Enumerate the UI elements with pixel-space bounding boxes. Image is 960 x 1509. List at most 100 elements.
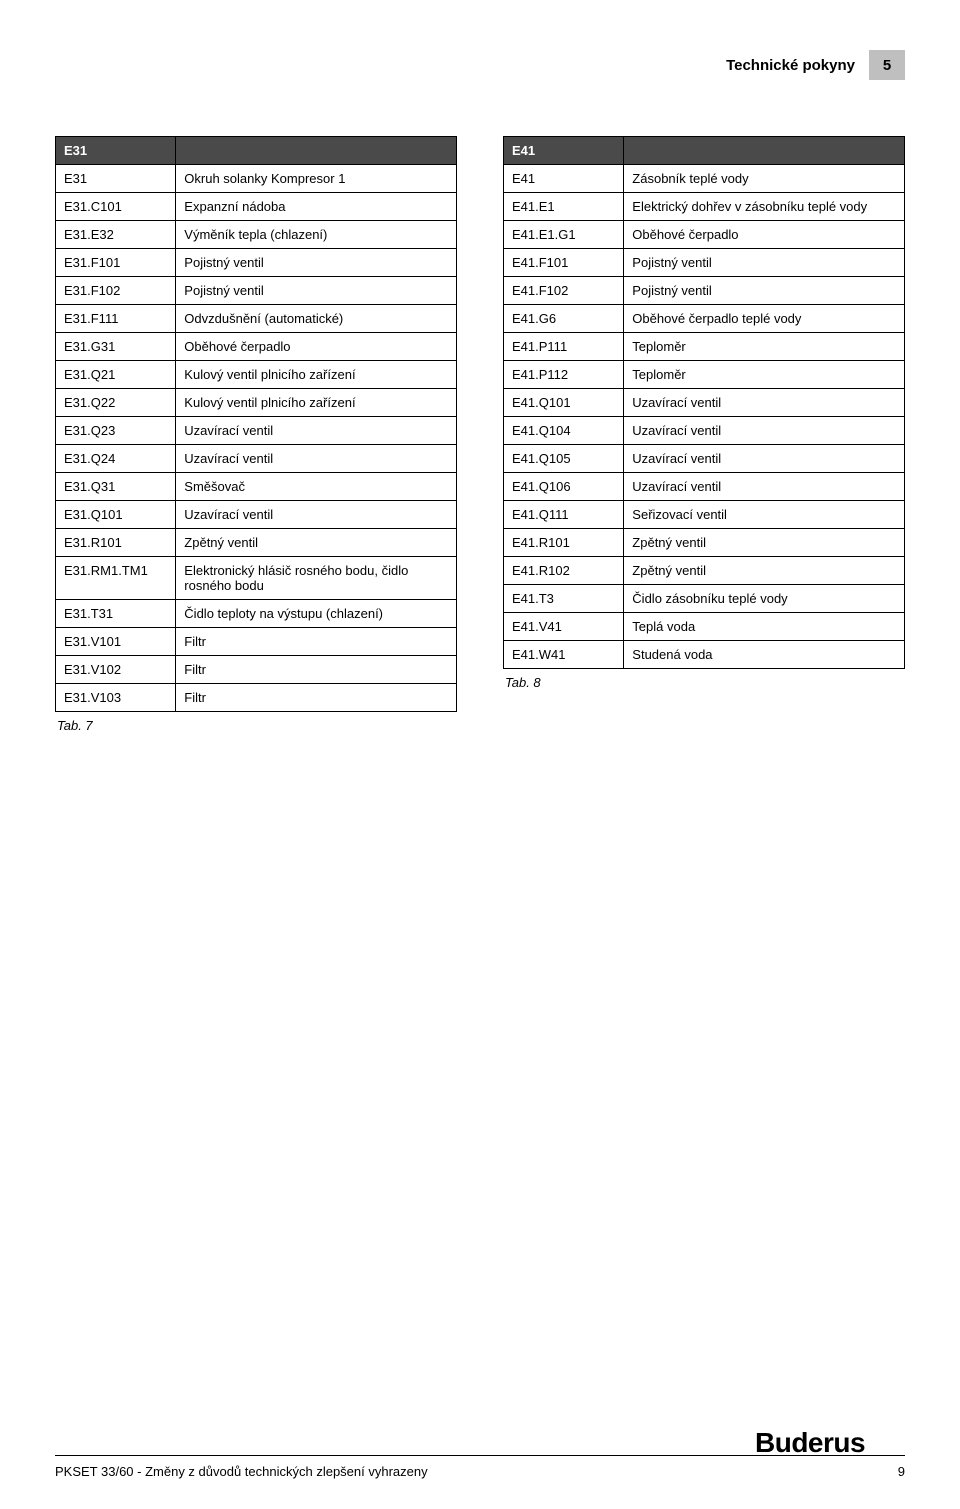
row-description: Uzavírací ventil — [176, 501, 457, 529]
table-row: E41.R102Zpětný ventil — [504, 557, 905, 585]
table-row: E31.C101Expanzní nádoba — [56, 193, 457, 221]
row-description: Filtr — [176, 684, 457, 712]
row-code: E41.Q105 — [504, 445, 624, 473]
row-code: E41.V41 — [504, 613, 624, 641]
row-code: E41.E1.G1 — [504, 221, 624, 249]
table-row: E41.Q105Uzavírací ventil — [504, 445, 905, 473]
table-row: E31.Q22Kulový ventil plnicího zařízení — [56, 389, 457, 417]
row-code: E41.R101 — [504, 529, 624, 557]
table-header-code: E31 — [56, 137, 176, 165]
row-code: E31.V101 — [56, 628, 176, 656]
row-code: E31.F102 — [56, 277, 176, 305]
row-description: Čidlo teploty na výstupu (chlazení) — [176, 600, 457, 628]
row-description: Uzavírací ventil — [176, 445, 457, 473]
table-header-desc — [624, 137, 905, 165]
table-caption: Tab. 7 — [55, 712, 457, 733]
row-description: Uzavírací ventil — [624, 445, 905, 473]
table-row: E31.E32Výměník tepla (chlazení) — [56, 221, 457, 249]
row-code: E41 — [504, 165, 624, 193]
row-code: E41.Q106 — [504, 473, 624, 501]
row-code: E31.Q31 — [56, 473, 176, 501]
row-description: Čidlo zásobníku teplé vody — [624, 585, 905, 613]
table-row: E31.Q23Uzavírací ventil — [56, 417, 457, 445]
table-row: E31.F101Pojistný ventil — [56, 249, 457, 277]
row-description: Seřizovací ventil — [624, 501, 905, 529]
row-description: Uzavírací ventil — [624, 389, 905, 417]
row-code: E31.RM1.TM1 — [56, 557, 176, 600]
row-description: Okruh solanky Kompresor 1 — [176, 165, 457, 193]
row-description: Teploměr — [624, 361, 905, 389]
row-description: Výměník tepla (chlazení) — [176, 221, 457, 249]
table-row: E31.Q31Směšovač — [56, 473, 457, 501]
row-description: Oběhové čerpadlo teplé vody — [624, 305, 905, 333]
right-column: E41 E41Zásobník teplé vodyE41.E1Elektric… — [503, 136, 905, 733]
row-code: E41.G6 — [504, 305, 624, 333]
row-code: E41.W41 — [504, 641, 624, 669]
row-description: Kulový ventil plnicího zařízení — [176, 389, 457, 417]
table-row: E31.RM1.TM1Elektronický hlásič rosného b… — [56, 557, 457, 600]
footer-left-text: PKSET 33/60 - Změny z důvodů technických… — [55, 1464, 428, 1479]
row-code: E31.G31 — [56, 333, 176, 361]
row-description: Zásobník teplé vody — [624, 165, 905, 193]
row-code: E41.F102 — [504, 277, 624, 305]
row-code: E41.Q101 — [504, 389, 624, 417]
table-row: E41.E1Elektrický dohřev v zásobníku tepl… — [504, 193, 905, 221]
table-header-code: E41 — [504, 137, 624, 165]
table-row: E41.Q104Uzavírací ventil — [504, 417, 905, 445]
row-description: Oběhové čerpadlo — [176, 333, 457, 361]
row-description: Expanzní nádoba — [176, 193, 457, 221]
row-description: Uzavírací ventil — [624, 473, 905, 501]
row-description: Pojistný ventil — [176, 249, 457, 277]
table-row: E41Zásobník teplé vody — [504, 165, 905, 193]
row-code: E31.R101 — [56, 529, 176, 557]
row-description: Pojistný ventil — [624, 249, 905, 277]
row-description: Zpětný ventil — [176, 529, 457, 557]
left-column: E31 E31Okruh solanky Kompresor 1E31.C101… — [55, 136, 457, 733]
row-description: Elektrický dohřev v zásobníku teplé vody — [624, 193, 905, 221]
table-header-desc — [176, 137, 457, 165]
row-code: E31.C101 — [56, 193, 176, 221]
table-row: E41.E1.G1Oběhové čerpadlo — [504, 221, 905, 249]
row-description: Kulový ventil plnicího zařízení — [176, 361, 457, 389]
row-code: E31.Q24 — [56, 445, 176, 473]
table-row: E31.V103Filtr — [56, 684, 457, 712]
row-code: E31.V102 — [56, 656, 176, 684]
table-row: E31Okruh solanky Kompresor 1 — [56, 165, 457, 193]
header-title: Technické pokyny — [726, 57, 855, 74]
table-row: E41.V41Teplá voda — [504, 613, 905, 641]
table-row: E41.Q111Seřizovací ventil — [504, 501, 905, 529]
row-code: E41.T3 — [504, 585, 624, 613]
row-description: Filtr — [176, 628, 457, 656]
row-code: E31.F111 — [56, 305, 176, 333]
table-row: E31.V101Filtr — [56, 628, 457, 656]
row-description: Zpětný ventil — [624, 529, 905, 557]
row-code: E31 — [56, 165, 176, 193]
row-code: E41.E1 — [504, 193, 624, 221]
row-description: Uzavírací ventil — [176, 417, 457, 445]
row-code: E41.P112 — [504, 361, 624, 389]
row-code: E31.Q22 — [56, 389, 176, 417]
row-code: E31.T31 — [56, 600, 176, 628]
section-number: 5 — [869, 50, 905, 80]
table-row: E31.F111Odvzdušnění (automatické) — [56, 305, 457, 333]
row-code: E31.Q101 — [56, 501, 176, 529]
row-code: E31.F101 — [56, 249, 176, 277]
row-code: E31.Q23 — [56, 417, 176, 445]
footer-page-number: 9 — [898, 1464, 905, 1479]
row-description: Zpětný ventil — [624, 557, 905, 585]
table-row: E41.F101Pojistný ventil — [504, 249, 905, 277]
row-code: E41.F101 — [504, 249, 624, 277]
table-row: E31.Q101Uzavírací ventil — [56, 501, 457, 529]
table-row: E41.R101Zpětný ventil — [504, 529, 905, 557]
row-code: E31.Q21 — [56, 361, 176, 389]
row-description: Elektronický hlásič rosného bodu, čidlo … — [176, 557, 457, 600]
row-description: Odvzdušnění (automatické) — [176, 305, 457, 333]
table-row: E41.T3Čidlo zásobníku teplé vody — [504, 585, 905, 613]
row-code: E41.Q104 — [504, 417, 624, 445]
table-row: E31.Q24Uzavírací ventil — [56, 445, 457, 473]
row-description: Studená voda — [624, 641, 905, 669]
table-e31: E31 E31Okruh solanky Kompresor 1E31.C101… — [55, 136, 457, 712]
page-footer: PKSET 33/60 - Změny z důvodů technických… — [55, 1455, 905, 1479]
table-row: E41.G6Oběhové čerpadlo teplé vody — [504, 305, 905, 333]
row-description: Teploměr — [624, 333, 905, 361]
